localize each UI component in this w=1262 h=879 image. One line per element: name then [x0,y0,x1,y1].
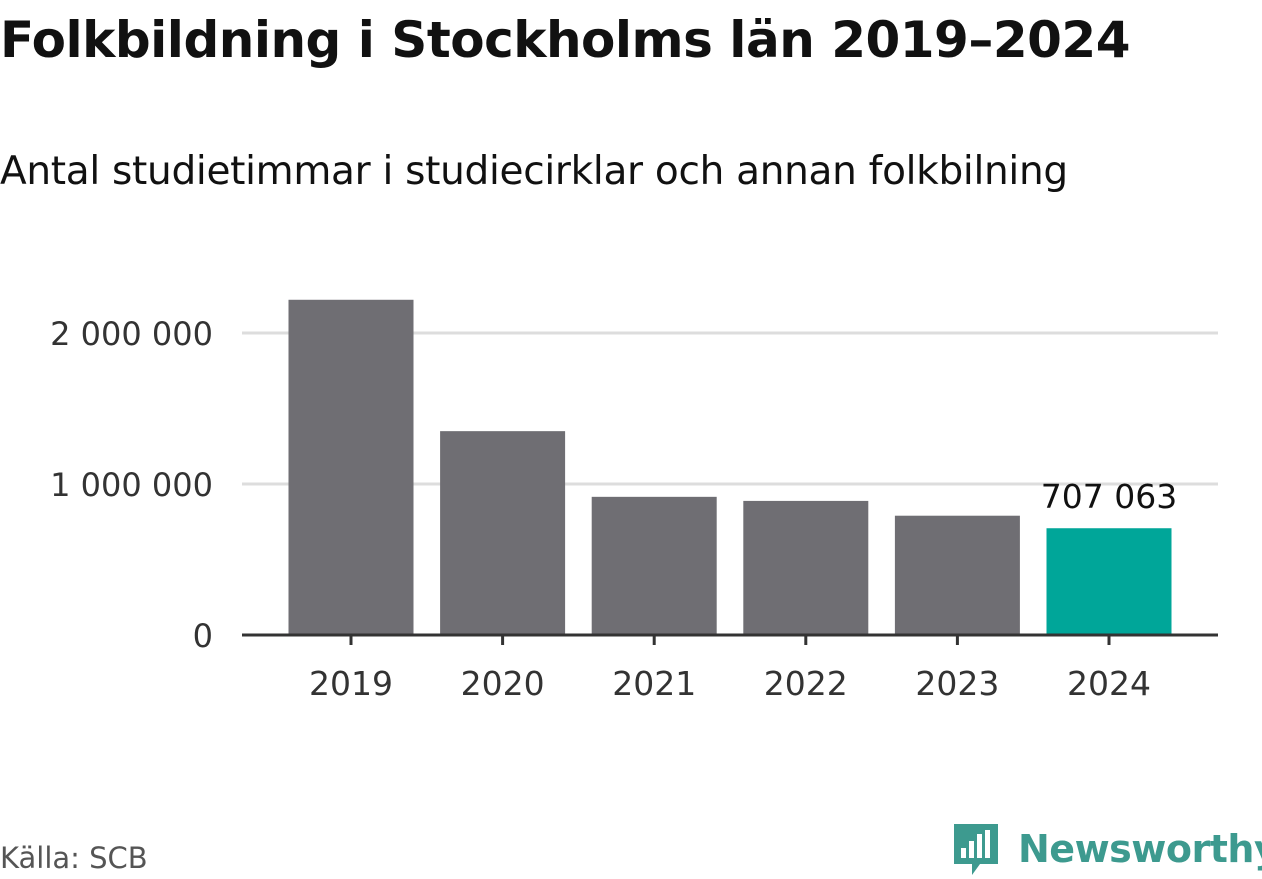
x-tick-label: 2019 [309,664,393,703]
bar-2024 [1046,528,1172,635]
bar-2022 [743,500,869,635]
chart-title: Folkbildning i Stockholms län 2019–2024 [0,11,1131,69]
y-tick-label: 2 000 000 [50,315,213,353]
bar-2021 [591,496,717,635]
chart-subtitle: Antal studietimmar i studiecirklar och a… [0,149,1068,194]
x-axis [242,633,1218,645]
x-tick-label: 2022 [764,664,848,703]
source-note: Källa: SCB [0,841,148,875]
y-tick-label: 1 000 000 [50,466,213,504]
x-tick-label: 2024 [1067,664,1151,703]
data-label: 707 063 [1041,477,1177,516]
brand-logo: Newsworthy [950,820,1262,878]
brand-name: Newsworthy [1018,827,1262,871]
x-axis-tick-labels: 2019 2020 2021 2022 2023 2024 [309,664,1151,703]
x-tick-label: 2021 [612,664,696,703]
data-labels: 707 063 [1041,477,1177,516]
y-axis-tick-labels: 0 1 000 000 2 000 000 [50,315,213,655]
bar-2019 [288,299,414,635]
bars [288,299,1172,635]
y-tick-label: 0 [193,617,213,655]
x-tick-label: 2023 [915,664,999,703]
bar-chart-speech-bubble-icon [954,824,998,875]
x-tick-label: 2020 [461,664,545,703]
bar-2020 [440,431,566,635]
bar-2023 [894,515,1020,635]
